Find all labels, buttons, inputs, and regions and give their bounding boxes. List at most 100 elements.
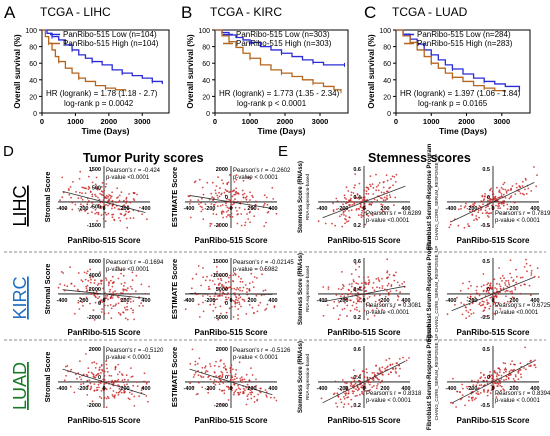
data-point <box>200 201 202 204</box>
data-point <box>236 377 238 380</box>
data-point <box>357 214 360 217</box>
data-point <box>350 285 353 288</box>
data-point <box>503 302 506 304</box>
x-tick-label: -200 <box>204 298 215 304</box>
data-point <box>248 296 251 299</box>
data-point <box>210 274 213 277</box>
data-point <box>117 201 120 204</box>
data-point <box>142 305 144 307</box>
data-point <box>227 276 230 279</box>
data-point <box>467 223 469 225</box>
data-point <box>343 295 346 298</box>
data-point <box>499 307 502 310</box>
data-point <box>201 208 204 211</box>
data-point <box>515 182 518 185</box>
data-point <box>84 210 87 212</box>
data-point <box>348 216 351 219</box>
x-axis-label: PanRibo-515 Score <box>328 328 401 337</box>
pearson-pvalue: p-value < 0.0001 <box>495 218 541 224</box>
data-point <box>343 307 346 310</box>
data-point <box>115 391 118 394</box>
km-curve-low <box>396 29 521 90</box>
data-point <box>147 400 149 403</box>
survival-title: TCGA - LIHC <box>40 5 111 19</box>
pearson-pvalue: p-value < 0.0001 <box>495 398 541 404</box>
data-point <box>105 203 107 206</box>
data-point <box>500 186 503 189</box>
y-axis-label: ESTIMATE Score <box>170 347 179 407</box>
data-point <box>486 211 488 214</box>
data-point <box>459 289 462 292</box>
data-point <box>105 363 108 366</box>
data-point <box>222 285 225 287</box>
data-point <box>362 287 365 290</box>
y-tick-label: 80 <box>29 45 37 52</box>
data-point <box>350 383 353 385</box>
row-label: LUAD <box>10 362 30 410</box>
data-point <box>206 293 209 296</box>
data-point <box>470 388 473 391</box>
data-point <box>336 208 338 211</box>
data-point <box>220 192 223 195</box>
data-point <box>108 374 111 377</box>
data-point <box>200 284 203 287</box>
data-point <box>372 282 375 284</box>
x-tick-label: -400 <box>56 386 67 392</box>
data-point <box>464 404 466 407</box>
y-tick-label: 0 <box>487 375 490 381</box>
data-point <box>189 199 192 202</box>
data-point <box>367 215 370 217</box>
data-point <box>70 368 73 371</box>
data-point <box>77 197 80 200</box>
data-point <box>477 393 479 395</box>
data-point <box>500 374 503 377</box>
data-point <box>108 198 110 201</box>
data-point <box>380 191 383 194</box>
data-point <box>65 365 67 368</box>
data-point <box>525 368 527 371</box>
data-point <box>85 287 88 290</box>
data-point <box>112 390 115 392</box>
data-point <box>105 388 108 391</box>
data-point <box>525 193 528 195</box>
data-point <box>492 376 494 378</box>
data-point <box>249 178 252 180</box>
data-point <box>360 214 362 216</box>
data-point <box>145 395 148 397</box>
data-point <box>241 189 244 192</box>
data-point <box>232 393 235 396</box>
data-point <box>213 371 216 374</box>
data-point <box>198 178 201 181</box>
data-point <box>91 361 94 364</box>
data-point <box>352 392 354 395</box>
data-point <box>520 373 522 376</box>
data-point <box>501 203 503 205</box>
data-point <box>474 296 476 299</box>
data-point <box>471 214 474 216</box>
x-tick-label: 0 <box>362 206 365 212</box>
data-point <box>506 203 509 206</box>
data-point <box>361 386 363 389</box>
data-point <box>496 305 498 308</box>
data-point <box>484 193 486 195</box>
x-tick-label: 400 <box>268 298 277 304</box>
data-point <box>103 374 106 377</box>
data-point <box>361 390 363 393</box>
data-point <box>125 198 128 200</box>
data-point <box>391 363 394 366</box>
data-point <box>135 381 138 383</box>
data-point <box>521 276 524 279</box>
x-tick-label: -400 <box>316 206 327 212</box>
data-point <box>243 192 246 195</box>
data-point <box>232 274 235 277</box>
data-point <box>351 390 354 393</box>
data-point <box>500 385 503 388</box>
data-point <box>212 303 215 306</box>
data-point <box>129 298 132 300</box>
data-point <box>403 301 406 304</box>
x-tick-label: 400 <box>401 206 410 212</box>
data-point <box>372 379 375 382</box>
data-point <box>519 362 522 365</box>
data-point <box>523 283 526 286</box>
data-point <box>215 266 218 268</box>
